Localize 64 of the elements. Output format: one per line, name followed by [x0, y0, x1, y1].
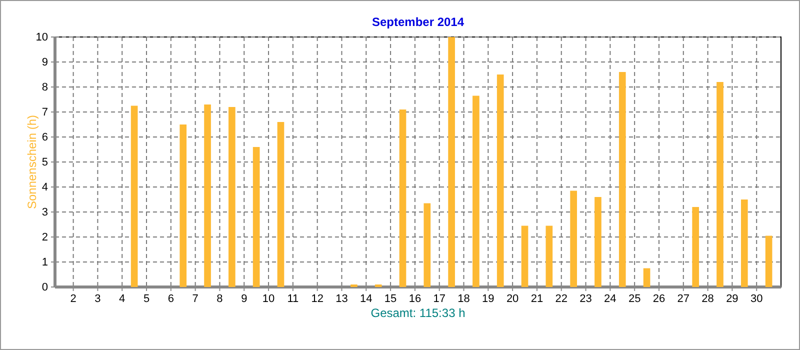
y-tick-label: 0 [42, 282, 48, 294]
bar [594, 197, 602, 287]
x-tick-label: 15 [384, 292, 397, 305]
bar [228, 107, 236, 287]
bar [740, 200, 748, 287]
y-tick-label: 6 [42, 132, 48, 144]
x-tick-label: 23 [580, 292, 592, 305]
chart-title: September 2014 [372, 15, 464, 29]
x-tick-label: 17 [433, 292, 446, 305]
y-tick-label: 10 [36, 32, 48, 44]
x-tick-label: 18 [458, 292, 470, 305]
x-tick-label: 9 [241, 292, 248, 305]
bar [180, 124, 187, 287]
bar [521, 226, 528, 287]
x-tick-label: 24 [604, 292, 616, 305]
bar [472, 96, 480, 287]
x-tick-label: 26 [652, 292, 666, 305]
x-tick-label: 8 [216, 292, 223, 305]
bar [570, 190, 577, 287]
bar [277, 122, 284, 287]
x-tick-label: 16 [408, 292, 422, 305]
y-tick-label: 1 [42, 256, 48, 269]
x-tick-label: 30 [750, 292, 763, 305]
x-tick-label: 3 [94, 292, 101, 305]
x-tick-label: 7 [192, 292, 198, 305]
x-tick-label: 22 [555, 292, 568, 305]
bar [448, 37, 455, 287]
text: Gesamt: 115:33 h [370, 306, 466, 320]
x-tick-label: 2 [70, 292, 76, 305]
y-tick-label: 5 [42, 156, 48, 169]
bar [643, 268, 650, 287]
bar [546, 226, 553, 287]
x-tick-label: 5 [143, 292, 150, 305]
bar [692, 207, 700, 287]
y-tick-label: 9 [42, 56, 48, 69]
x-tick-label: 10 [262, 292, 275, 305]
x-tick-label: 19 [482, 292, 494, 305]
y-tick-label: 2 [42, 232, 48, 244]
x-tick-label: 12 [311, 292, 324, 305]
bar [424, 203, 431, 287]
x-tick-label: 21 [530, 292, 544, 305]
bar [252, 147, 260, 287]
bar [399, 110, 406, 287]
bar [204, 104, 211, 287]
bar [618, 72, 626, 287]
x-tick-label: 13 [336, 292, 348, 305]
x-tick-label: 14 [360, 292, 372, 305]
bar [130, 106, 138, 287]
x-tick-label: 4 [119, 292, 126, 305]
y-tick-label: 4 [42, 182, 48, 194]
bar [716, 82, 724, 287]
x-tick-label: 28 [702, 292, 714, 305]
x-tick-label: 20 [506, 292, 519, 305]
x-tick-label: 25 [628, 292, 641, 305]
y-tick-label: 8 [42, 82, 48, 94]
y-tick-label: 3 [42, 206, 48, 219]
x-tick-label: 27 [677, 292, 690, 305]
y-tick-label: 7 [42, 106, 48, 119]
x-tick-label: 29 [726, 292, 738, 305]
x-tick-label: 6 [168, 292, 174, 305]
x-tick-label: 11 [287, 292, 299, 305]
bar [765, 236, 772, 287]
y-axis-title: Sonnenschein (h) [25, 114, 39, 210]
bar [496, 74, 504, 287]
